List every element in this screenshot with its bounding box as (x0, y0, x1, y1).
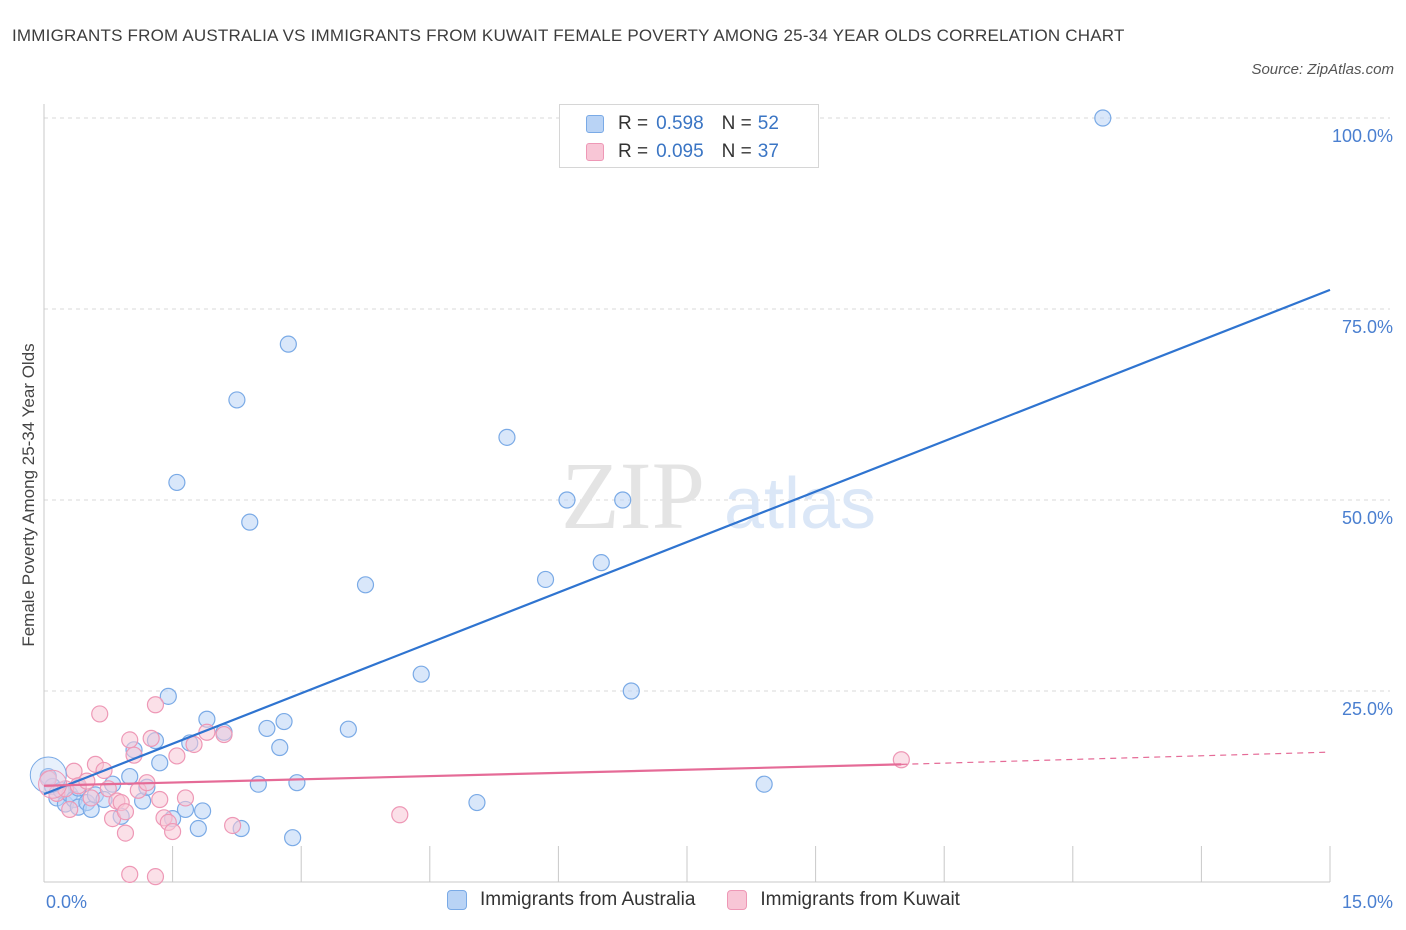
kuwait-point (168, 747, 186, 765)
chart-title: IMMIGRANTS FROM AUSTRALIA VS IMMIGRANTS … (12, 26, 1125, 45)
australia-point (241, 513, 259, 531)
kuwait-point (116, 803, 135, 821)
tick-labels: 25.0% 50.0% 75.0% 100.0% 0.0% 15.0% (46, 126, 1393, 912)
kuwait-point (61, 800, 79, 819)
legend-r-value: 0.598 (656, 113, 704, 134)
australia-point (151, 754, 169, 772)
kuwait-point (185, 735, 203, 754)
gridlines (44, 117, 1390, 692)
y-tick-label: 75.0% (1342, 317, 1393, 337)
trend-lines (43, 288, 1331, 796)
legend-swatch-australia (586, 115, 604, 133)
australia-point (356, 576, 375, 594)
kuwait-point (176, 789, 195, 807)
australia-point (558, 491, 576, 509)
kuwait-point (391, 806, 409, 824)
series-legend: Immigrants from Australia Immigrants fro… (447, 889, 992, 911)
correlation-legend: R = 0.598 N = 52 R = 0.095 N = 37 (559, 104, 819, 168)
australia-point (622, 682, 640, 700)
x-tick-label: 0.0% (46, 892, 87, 912)
kuwait-trend-extension (901, 751, 1331, 765)
australia-point (271, 738, 289, 757)
kuwait-trend-line (43, 763, 902, 787)
y-tick-label: 25.0% (1342, 699, 1393, 719)
australia-point (228, 391, 246, 409)
legend-n-label: N = (721, 141, 752, 162)
watermark: ZIP atlas (561, 442, 876, 549)
kuwait-point (82, 789, 100, 807)
legend-r-value: 0.095 (656, 141, 704, 162)
australia-point (194, 802, 212, 820)
australia-point (159, 687, 177, 705)
kuwait-point (121, 731, 139, 749)
series-label-kuwait: Immigrants from Kuwait (760, 889, 960, 910)
australia-point (592, 554, 610, 572)
legend-row-australia: R = 0.598 N = 52 (586, 111, 779, 137)
legend-swatch-kuwait (586, 143, 604, 161)
australia-point (468, 793, 486, 812)
series-legend-australia: Immigrants from Australia (447, 889, 695, 911)
kuwait-point (116, 824, 135, 842)
legend-r-label: R = (618, 141, 649, 162)
axes (43, 104, 1331, 883)
australia-point (498, 428, 516, 446)
australia-point (121, 767, 139, 786)
series-label-australia: Immigrants from Australia (480, 889, 696, 910)
kuwait-point (142, 729, 160, 747)
kuwait-point (121, 865, 139, 883)
series-swatch-australia (447, 890, 467, 910)
australia-point (288, 774, 306, 792)
legend-row-kuwait: R = 0.095 N = 37 (586, 139, 779, 165)
series-legend-kuwait: Immigrants from Kuwait (727, 889, 960, 911)
australia-point (279, 335, 297, 353)
kuwait-point (164, 822, 182, 841)
y-tick-label: 50.0% (1342, 508, 1393, 528)
legend-n-value: 52 (757, 113, 779, 134)
legend-n-label: N = (721, 113, 752, 134)
legend-r-label: R = (618, 113, 649, 134)
australia-point (168, 473, 186, 492)
kuwait-point (215, 725, 233, 744)
australia-point (1094, 109, 1112, 127)
australia-point (536, 570, 555, 589)
australia-point (339, 720, 357, 738)
australia-point (258, 719, 276, 738)
legend-n-value: 37 (757, 141, 779, 162)
source-credit: Source: ZipAtlas.com (1251, 61, 1394, 78)
australia-trend-line (43, 288, 1331, 796)
australia-point (275, 712, 293, 731)
kuwait-point (146, 868, 165, 886)
kuwait-point (91, 705, 109, 723)
australia-point (249, 775, 267, 793)
kuwait-point (224, 816, 242, 835)
australia-point (614, 491, 632, 509)
australia-point (189, 819, 207, 838)
kuwait-point (146, 696, 165, 714)
data-points (29, 109, 1112, 886)
kuwait-point (151, 790, 169, 809)
australia-point (755, 775, 773, 793)
series-swatch-kuwait (727, 890, 748, 910)
x-tick-label: 15.0% (1342, 892, 1393, 912)
watermark-zip: ZIP (561, 442, 705, 549)
australia-point (284, 829, 302, 847)
y-tick-label: 100.0% (1332, 126, 1393, 146)
australia-point (412, 665, 430, 683)
